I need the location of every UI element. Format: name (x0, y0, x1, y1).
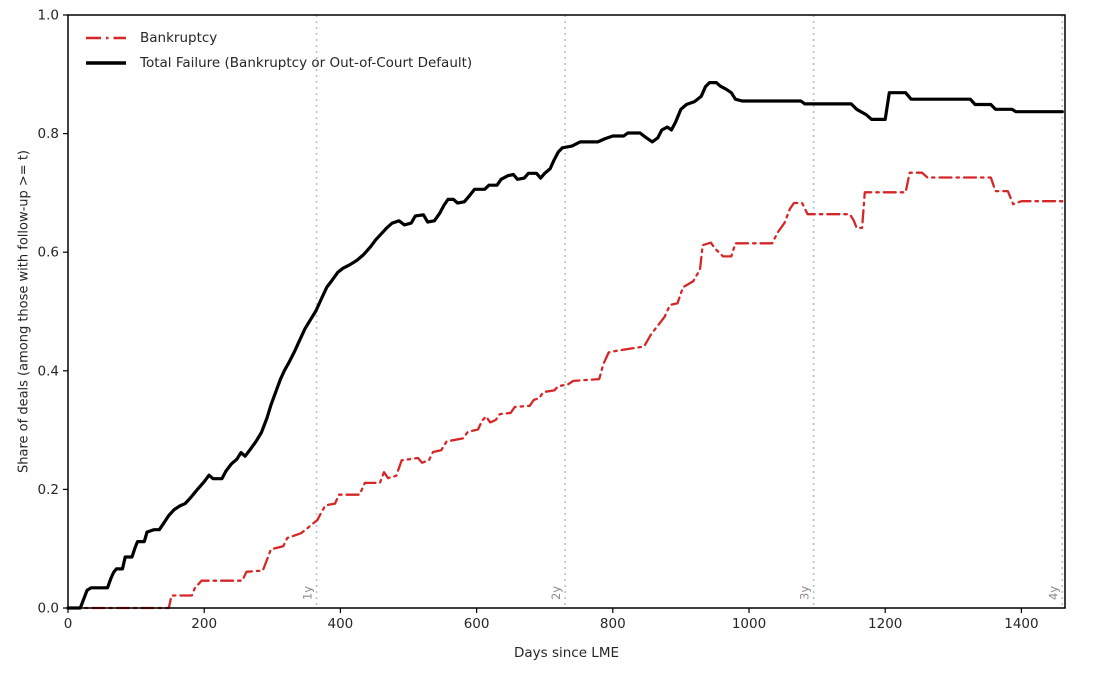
vline-label-2y: 2y (549, 586, 563, 600)
bankruptcy-line-key-icon (86, 36, 126, 40)
x-tick-label-1200: 1200 (868, 616, 902, 632)
x-tick-label-0: 0 (64, 616, 73, 632)
legend: Bankruptcy Total Failure (Bankruptcy or … (86, 27, 472, 74)
bankruptcy-line (66, 171, 1064, 610)
y-tick-label-1.0: 1.0 (38, 8, 59, 24)
x-tick-label-1400: 1400 (1004, 616, 1038, 632)
y-tick-label-0.2: 0.2 (38, 482, 59, 498)
x-tick-label-800: 800 (600, 616, 626, 632)
x-tick-label-200: 200 (191, 616, 217, 632)
y-axis-label: Share of deals (among those with follow-… (16, 150, 32, 473)
legend-label-total-failure: Total Failure (Bankruptcy or Out-of-Cour… (140, 55, 473, 71)
x-tick-label-1000: 1000 (732, 616, 766, 632)
vline-label-1y: 1y (301, 586, 315, 600)
legend-item-total-failure: Total Failure (Bankruptcy or Out-of-Cour… (86, 52, 472, 74)
total-failure-line (66, 81, 1064, 610)
x-tick-label-600: 600 (464, 616, 490, 632)
x-tick-label-400: 400 (328, 616, 354, 632)
y-tick-label-0.8: 0.8 (38, 126, 59, 142)
x-axis-label: Days since LME (513, 645, 620, 661)
y-tick-label-0.4: 0.4 (38, 363, 59, 379)
total-failure-line-key-icon (86, 61, 126, 65)
y-tick-label-0.6: 0.6 (38, 245, 59, 261)
vline-label-4y: 4y (1046, 586, 1060, 600)
plot-border (67, 14, 1066, 609)
y-tick-label-0.0: 0.0 (38, 601, 59, 617)
vline-label-3y: 3y (798, 586, 812, 600)
legend-item-bankruptcy: Bankruptcy (86, 27, 472, 49)
legend-label-bankruptcy: Bankruptcy (140, 30, 218, 46)
